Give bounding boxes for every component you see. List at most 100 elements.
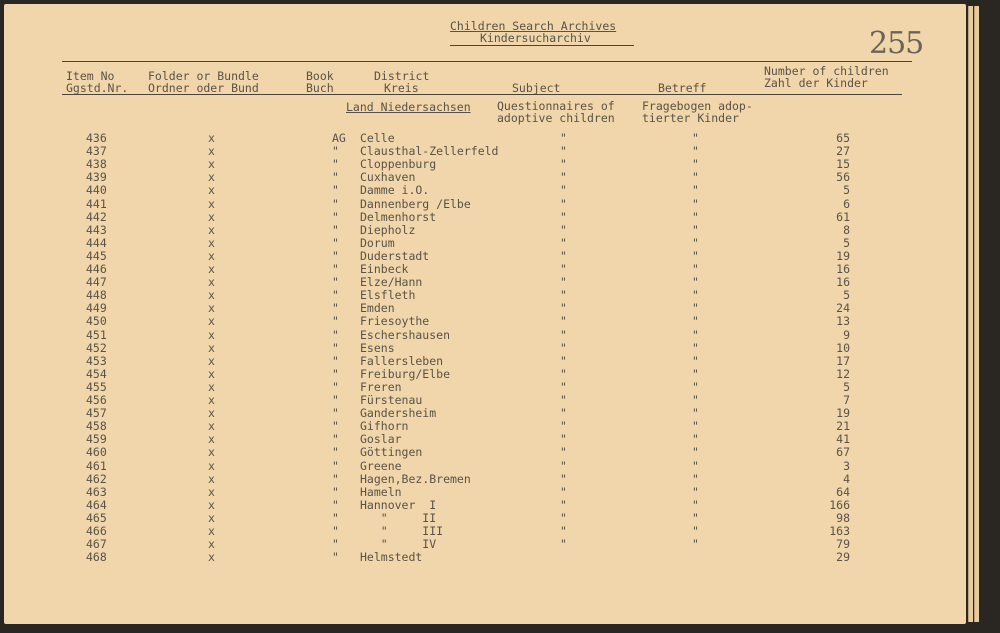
table-row: 448 x " Elsfleth " " 5 [4, 289, 964, 302]
table-row: 444 x " Dorum " " 5 [4, 237, 964, 250]
cell-subject: " [560, 353, 567, 368]
cell-district: Elze/Hann [360, 275, 423, 290]
cell-item-no: 453 [86, 353, 107, 368]
cell-book: " [332, 379, 339, 394]
cell-betreff: " [692, 379, 699, 394]
cell-district: Eschershausen [360, 327, 451, 342]
col-item-no: Item No [66, 69, 115, 83]
page-number: 255 [869, 26, 924, 61]
cell-item-no: 437 [86, 144, 107, 159]
cell-betreff: " [692, 445, 699, 460]
cell-item-no: 464 [86, 497, 107, 512]
cell-count: 27 [836, 144, 850, 159]
cell-district: Duderstadt [360, 248, 430, 263]
cell-betreff: " [692, 131, 699, 145]
cell-subject: " [560, 235, 567, 250]
cell-district: Gifhorn [360, 419, 409, 434]
cell-subject: " [560, 471, 567, 486]
cell-subject: " [560, 314, 567, 329]
cell-subject: " [560, 131, 567, 145]
table-row: 465 x " " II " " 98 [4, 512, 964, 525]
cell-count: 16 [836, 262, 850, 276]
table-row: 458 x " Gifhorn " " 21 [4, 420, 964, 433]
cell-book: " [332, 550, 339, 565]
cell-district: Emden [360, 301, 395, 316]
cell-item-no: 452 [86, 340, 107, 355]
cell-count: 3 [843, 458, 850, 473]
table-row: 456 x " Fürstenau " " 7 [4, 394, 964, 407]
cell-district: Fürstenau [360, 393, 423, 407]
table-row: 451 x " Eschershausen " " 9 [4, 329, 964, 342]
cell-district: Cuxhaven [360, 170, 416, 185]
cell-subject: " [560, 183, 567, 198]
cell-folder: x [208, 314, 215, 329]
table-row: 457 x " Gandersheim " " 19 [4, 407, 964, 420]
cell-subject: " [560, 432, 567, 447]
table-row: 436 x AG Celle " " 65 [4, 132, 964, 145]
cell-book: " [332, 327, 339, 342]
cell-betreff: " [692, 314, 699, 329]
cell-item-no: 449 [86, 301, 107, 316]
cell-district: Hameln [360, 484, 402, 499]
cell-betreff: " [692, 471, 699, 486]
cell-district: Diepholz [360, 222, 416, 237]
cell-count: 29 [836, 550, 850, 565]
cell-book: " [332, 222, 339, 237]
col-district: District [374, 69, 430, 83]
section-betreff-2: tierter Kinder [642, 111, 739, 125]
cell-item-no: 465 [86, 510, 107, 525]
section-subject-1: Questionnaires of [497, 99, 615, 113]
cell-district: Hagen,Bez.Bremen [360, 471, 471, 486]
table-row: 467 x " " IV " " 79 [4, 538, 964, 551]
cell-subject: " [560, 275, 567, 290]
cell-betreff: " [692, 340, 699, 355]
cell-district: Gandersheim [360, 406, 437, 421]
cell-item-no: 448 [86, 288, 107, 303]
table-row: 447 x " Elze/Hann " " 16 [4, 276, 964, 289]
cell-betreff: " [692, 275, 699, 290]
page-edge [974, 6, 979, 622]
cell-subject: " [560, 340, 567, 355]
cell-folder: x [208, 235, 215, 250]
cell-subject: " [560, 393, 567, 407]
cell-item-no: 445 [86, 248, 107, 263]
cell-subject: " [560, 222, 567, 237]
cell-item-no: 450 [86, 314, 107, 329]
cell-book: " [332, 288, 339, 303]
cell-folder: x [208, 471, 215, 486]
cell-folder: x [208, 510, 215, 525]
section-betreff-1: Fragebogen adop- [642, 99, 753, 113]
col-item-no-de: Ggstd.Nr. [66, 81, 129, 95]
table-row: 441 x " Dannenberg /Elbe " " 6 [4, 198, 964, 211]
cell-count: 41 [836, 432, 850, 447]
cell-subject: " [560, 406, 567, 421]
cell-folder: x [208, 484, 215, 499]
cell-book: " [332, 262, 339, 276]
cell-folder: x [208, 144, 215, 159]
page-edge [968, 6, 973, 622]
cell-book: " [332, 537, 339, 552]
table-row: 463 x " Hameln " " 64 [4, 486, 964, 499]
cell-district: Clausthal-Zellerfeld [360, 144, 499, 159]
cell-count: 79 [836, 537, 850, 552]
table-row: 464 x " Hannover I " " 166 [4, 499, 964, 512]
cell-count: 5 [843, 379, 850, 394]
cell-folder: x [208, 275, 215, 290]
cell-item-no: 457 [86, 406, 107, 421]
table-row: 461 x " Greene " " 3 [4, 460, 964, 473]
cell-district: Elsfleth [360, 288, 416, 303]
section-subject-2: adoptive children [497, 111, 615, 125]
table-row: 442 x " Delmenhorst " " 61 [4, 211, 964, 224]
cell-district: Einbeck [360, 262, 409, 276]
cell-book: " [332, 393, 339, 407]
cell-betreff: " [692, 419, 699, 434]
cell-betreff: " [692, 458, 699, 473]
cell-betreff: " [692, 406, 699, 421]
cell-item-no: 468 [86, 550, 107, 565]
cell-folder: x [208, 524, 215, 538]
cell-book: " [332, 275, 339, 290]
cell-subject: " [560, 497, 567, 512]
cell-count: 10 [836, 340, 850, 355]
cell-folder: x [208, 157, 215, 172]
cell-subject: " [560, 419, 567, 434]
